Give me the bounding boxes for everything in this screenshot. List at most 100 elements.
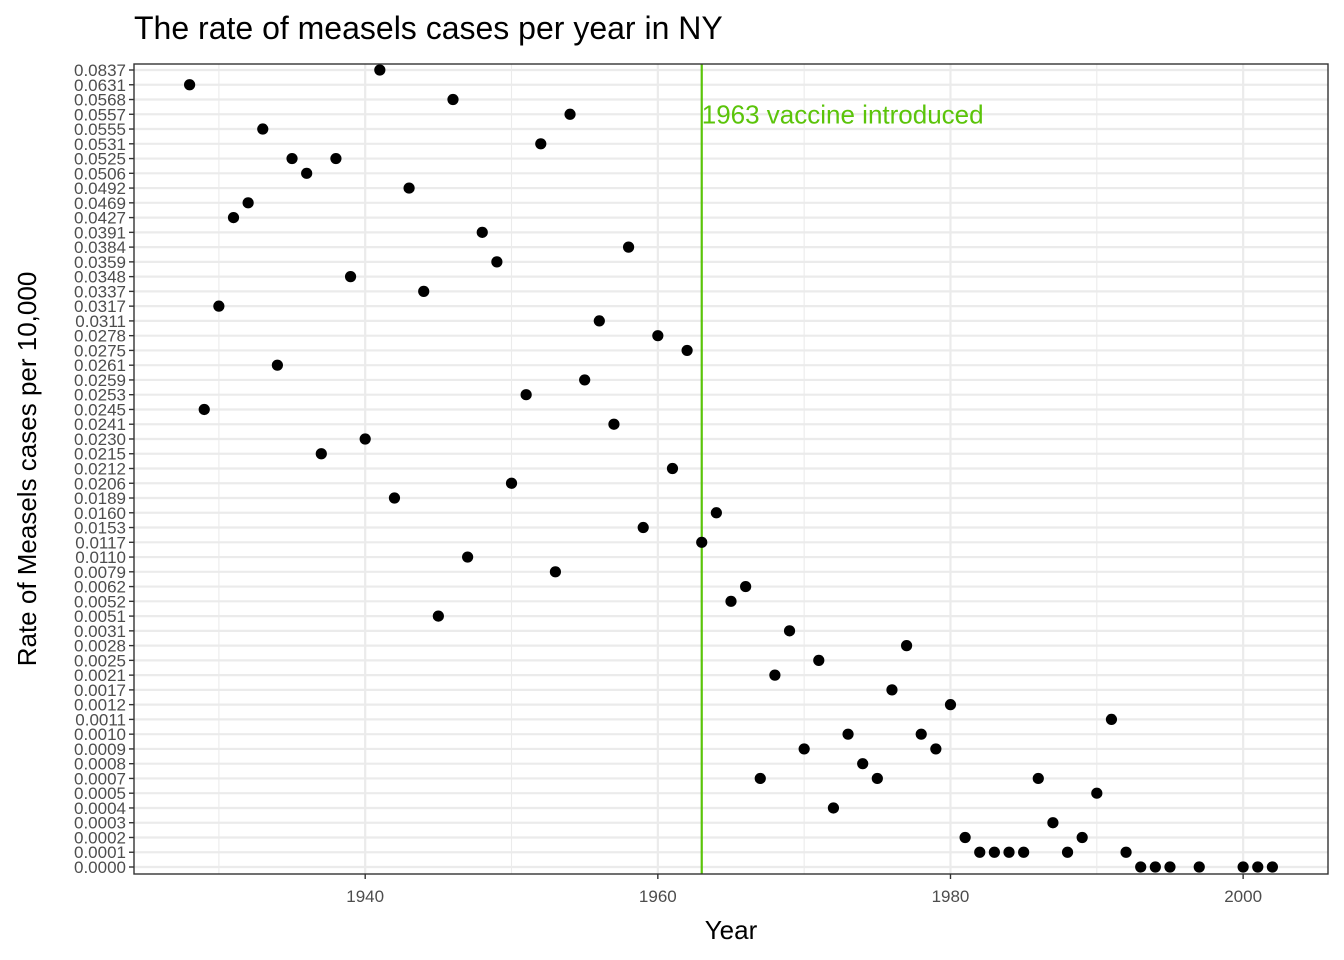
data-point: [842, 728, 854, 740]
data-point: [1047, 817, 1059, 829]
x-axis-ticks: 1940 1960 1980 2000: [346, 874, 1262, 906]
data-point: [637, 521, 649, 534]
data-point: [652, 330, 664, 342]
data-point: [344, 271, 357, 283]
data-point: [1032, 772, 1044, 785]
data-point: [988, 846, 1000, 858]
data-point: [520, 389, 532, 401]
data-point: [769, 669, 781, 681]
data-point: [462, 551, 474, 563]
y-tick-label: 0.0259: [74, 371, 126, 390]
data-point: [257, 123, 269, 135]
data-point: [930, 743, 942, 755]
data-point: [315, 448, 327, 460]
y-tick-label: 0.0153: [74, 519, 126, 538]
y-tick-label: 0.0011: [75, 710, 126, 729]
x-tick-label: 1980: [932, 887, 970, 906]
x-tick-label: 1960: [639, 887, 677, 906]
data-point: [740, 580, 752, 593]
y-tick-label: 0.0384: [74, 238, 126, 257]
data-point: [681, 344, 693, 357]
data-point: [944, 699, 957, 711]
y-tick-label: 0.0391: [74, 223, 126, 242]
data-point: [1266, 861, 1278, 873]
data-point: [242, 197, 254, 209]
data-point: [1120, 846, 1132, 858]
y-tick-label: 0.0531: [74, 135, 126, 154]
y-tick-label: 0.0189: [74, 489, 126, 508]
data-point: [622, 241, 635, 253]
data-point: [593, 315, 605, 327]
grid-lines: [134, 64, 1328, 874]
y-axis-title: Rate of Measels cases per 10,000: [12, 272, 42, 667]
data-point: [301, 167, 313, 179]
data-point: [608, 418, 620, 430]
y-tick-label: 0.0555: [74, 120, 126, 139]
data-point: [783, 625, 796, 637]
y-tick-label: 0.0348: [74, 268, 126, 287]
data-point: [491, 256, 503, 268]
data-point: [1105, 713, 1118, 726]
y-axis-ticks: 0.00000.00010.00020.00030.00040.00050.00…: [74, 61, 134, 877]
data-point: [1149, 861, 1161, 873]
y-tick-label: 0.0275: [74, 341, 126, 360]
y-tick-label: 0.0337: [74, 282, 126, 301]
y-tick-label: 0.0557: [74, 105, 126, 124]
y-tick-label: 0.0359: [74, 253, 126, 272]
y-tick-label: 0.0568: [74, 91, 126, 110]
y-tick-label: 0.0028: [74, 637, 126, 656]
y-tick-label: 0.0031: [74, 622, 126, 641]
y-tick-label: 0.0008: [74, 755, 126, 774]
data-point: [447, 93, 459, 106]
y-tick-label: 0.0245: [74, 400, 126, 419]
y-tick-label: 0.0021: [74, 666, 126, 685]
y-tick-label: 0.0000: [74, 858, 126, 877]
y-tick-label: 0.0212: [74, 460, 126, 479]
data-point: [359, 433, 371, 445]
data-point: [549, 566, 562, 578]
data-point: [959, 831, 971, 844]
data-point: [286, 152, 298, 165]
data-point: [564, 108, 576, 120]
data-point: [198, 403, 210, 416]
data-point: [374, 64, 386, 76]
y-tick-label: 0.0427: [74, 209, 126, 228]
data-point: [476, 226, 488, 238]
y-tick-label: 0.0017: [74, 681, 126, 700]
y-tick-label: 0.0062: [74, 578, 126, 597]
data-point: [1164, 861, 1176, 873]
data-point: [1076, 831, 1088, 844]
y-tick-label: 0.0110: [75, 548, 126, 567]
y-tick-label: 0.0311: [75, 312, 126, 331]
data-point: [725, 595, 737, 607]
y-tick-label: 0.0117: [75, 533, 126, 552]
data-point: [710, 507, 722, 519]
data-point: [666, 462, 679, 475]
data-point: [330, 152, 342, 165]
y-tick-label: 0.0025: [74, 651, 126, 670]
y-tick-label: 0.0010: [74, 725, 126, 744]
y-tick-label: 0.0012: [74, 696, 126, 715]
data-point: [974, 846, 986, 858]
data-point: [886, 684, 898, 696]
data-point: [1237, 861, 1249, 873]
data-point: [798, 743, 810, 755]
chart-title: The rate of measels cases per year in NY: [134, 10, 723, 46]
y-tick-label: 0.0506: [74, 164, 126, 183]
y-tick-label: 0.0079: [74, 563, 126, 582]
y-tick-label: 0.0007: [74, 769, 126, 788]
y-tick-label: 0.0837: [74, 61, 126, 80]
y-tick-label: 0.0160: [74, 504, 126, 523]
data-point: [535, 138, 547, 150]
data-point: [213, 300, 225, 312]
data-point: [505, 477, 518, 489]
y-tick-label: 0.0004: [74, 799, 126, 818]
data-point: [900, 640, 913, 652]
data-point: [1193, 861, 1205, 873]
y-tick-label: 0.0230: [74, 430, 126, 449]
y-tick-label: 0.0469: [74, 194, 126, 213]
y-tick-label: 0.0215: [74, 445, 126, 464]
data-point: [432, 610, 444, 622]
